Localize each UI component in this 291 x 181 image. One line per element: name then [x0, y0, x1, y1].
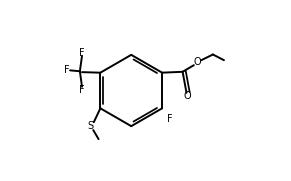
Text: S: S — [88, 121, 94, 131]
Text: F: F — [64, 65, 69, 75]
Text: F: F — [79, 48, 85, 58]
Text: F: F — [167, 114, 173, 124]
Text: O: O — [194, 57, 202, 67]
Text: O: O — [184, 91, 191, 101]
Text: F: F — [79, 85, 85, 95]
